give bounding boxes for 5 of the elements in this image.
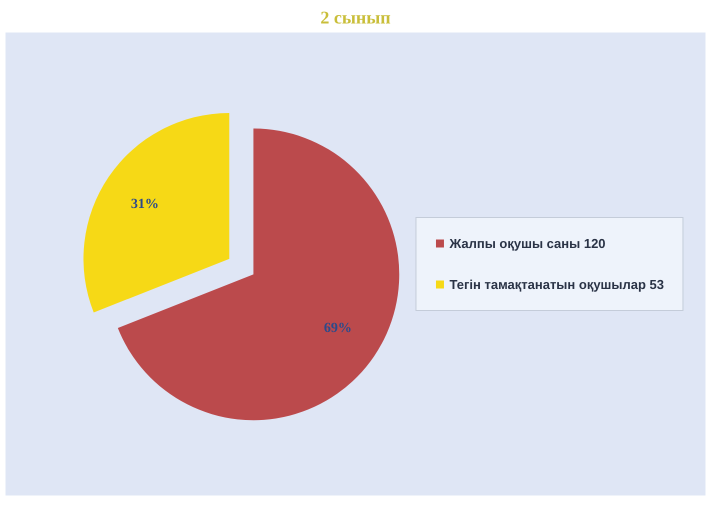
chart-title: 2 сынып [320, 8, 391, 28]
data-label: 69% [324, 321, 352, 336]
data-label: 31% [130, 196, 159, 212]
legend-label: Тегін тамақтанатын оқушылар 53 [449, 276, 664, 292]
legend-label: Жалпы оқушы саны 120 [449, 236, 606, 250]
